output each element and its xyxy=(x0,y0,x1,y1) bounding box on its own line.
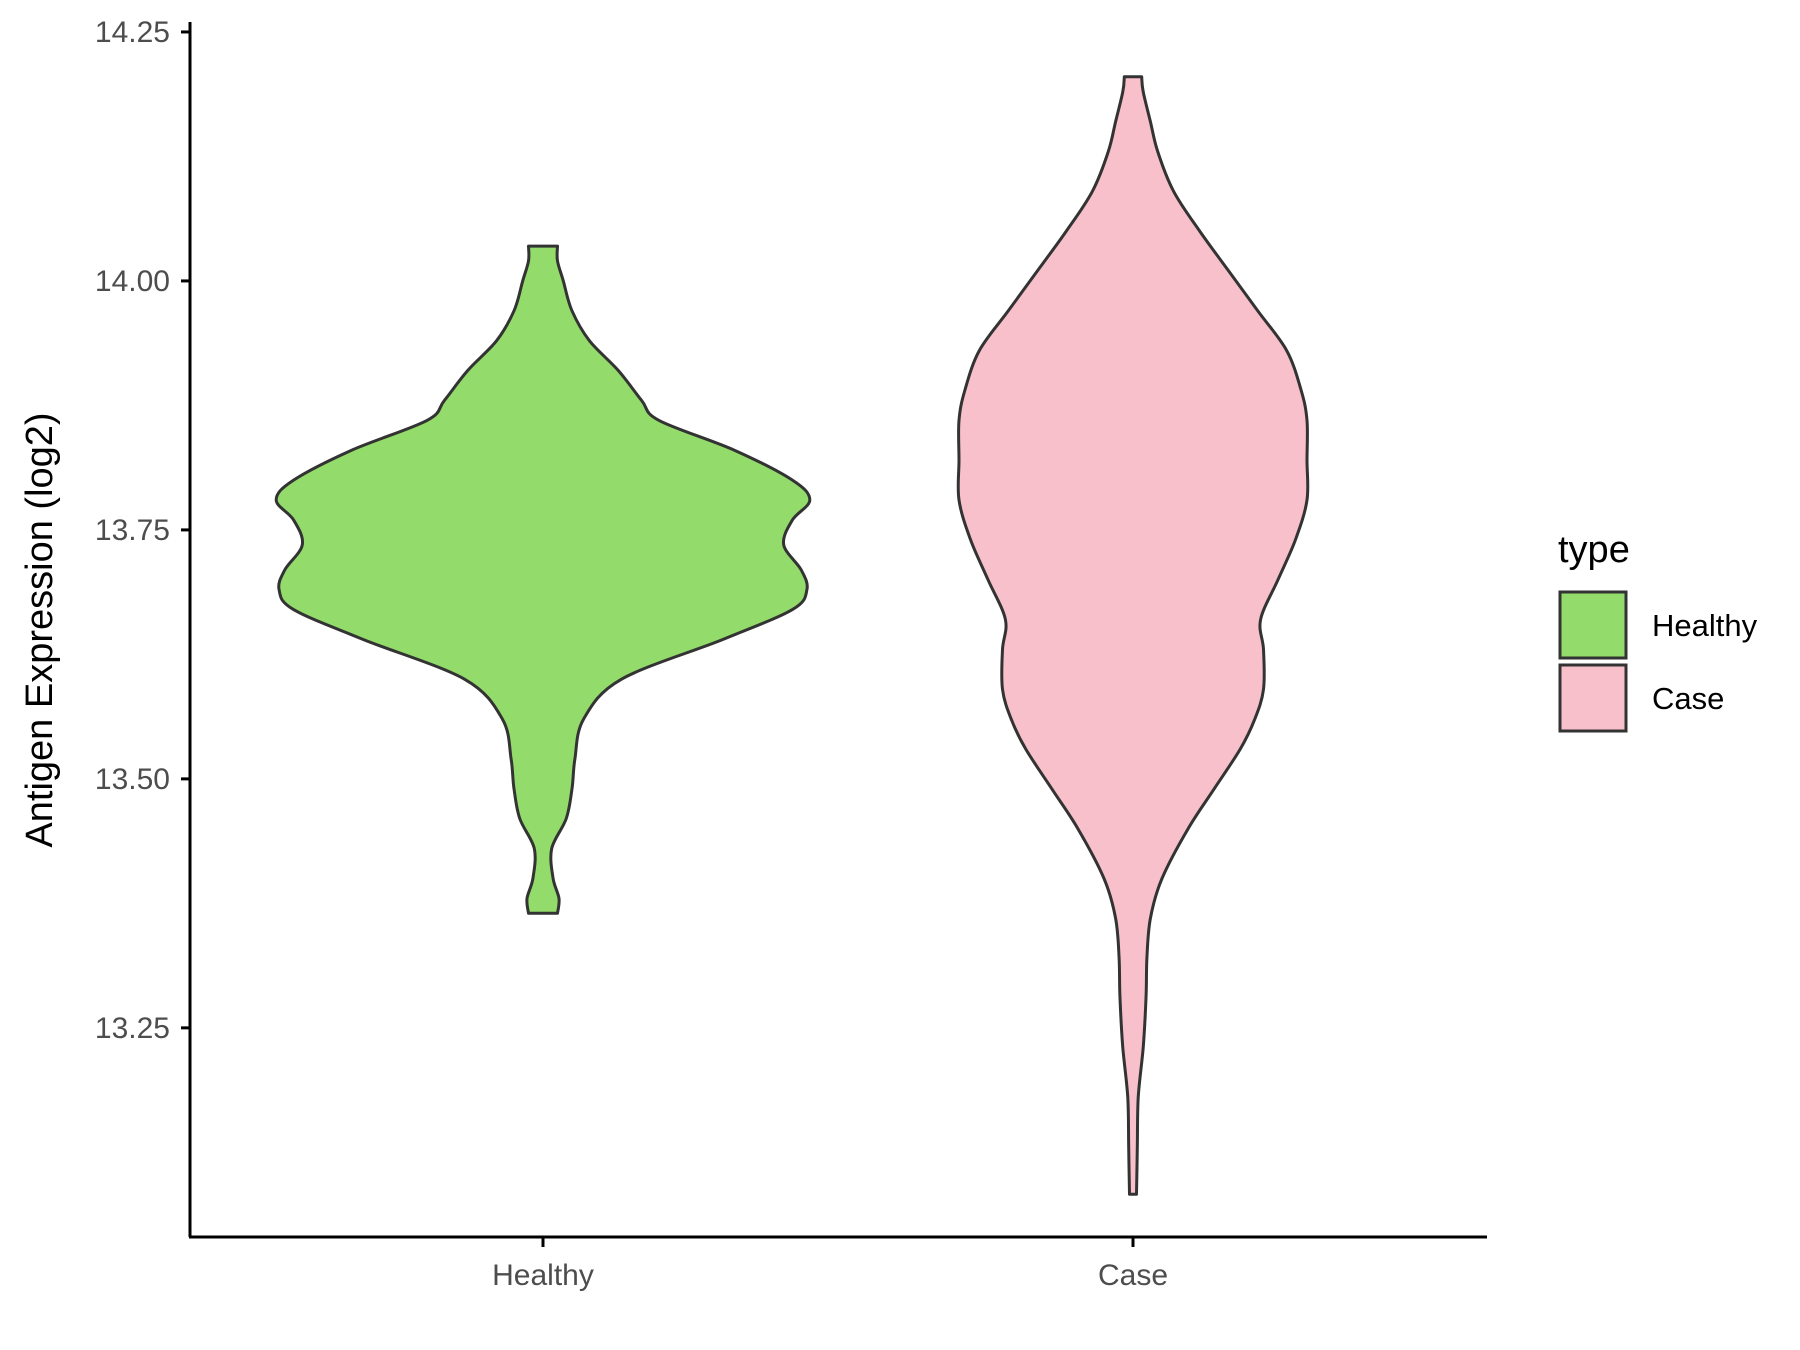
legend-label: Healthy xyxy=(1652,608,1758,643)
legend-key-case xyxy=(1558,663,1628,733)
legend-key-healthy xyxy=(1558,590,1628,660)
violins-layer xyxy=(274,75,1310,1196)
y-tick-label: 13.75 xyxy=(95,514,170,547)
violin-case xyxy=(956,75,1310,1196)
y-ticks: 13.25 13.50 13.75 14.00 14.25 xyxy=(95,16,190,1045)
x-tick-label: Healthy xyxy=(492,1259,594,1292)
legend-label: Case xyxy=(1652,681,1724,716)
legend: type Healthy Case xyxy=(1558,529,1758,733)
x-ticks: Healthy Case xyxy=(492,1237,1168,1292)
y-tick-label: 13.25 xyxy=(95,1012,170,1045)
y-tick-label: 14.25 xyxy=(95,16,170,49)
y-axis-title: Antigen Expression (log2) xyxy=(19,412,61,847)
y-tick-label: 14.00 xyxy=(95,265,170,298)
legend-title: type xyxy=(1558,529,1630,571)
y-tick-label: 13.50 xyxy=(95,763,170,796)
x-tick-label: Case xyxy=(1098,1259,1168,1292)
violin-healthy xyxy=(274,244,812,915)
